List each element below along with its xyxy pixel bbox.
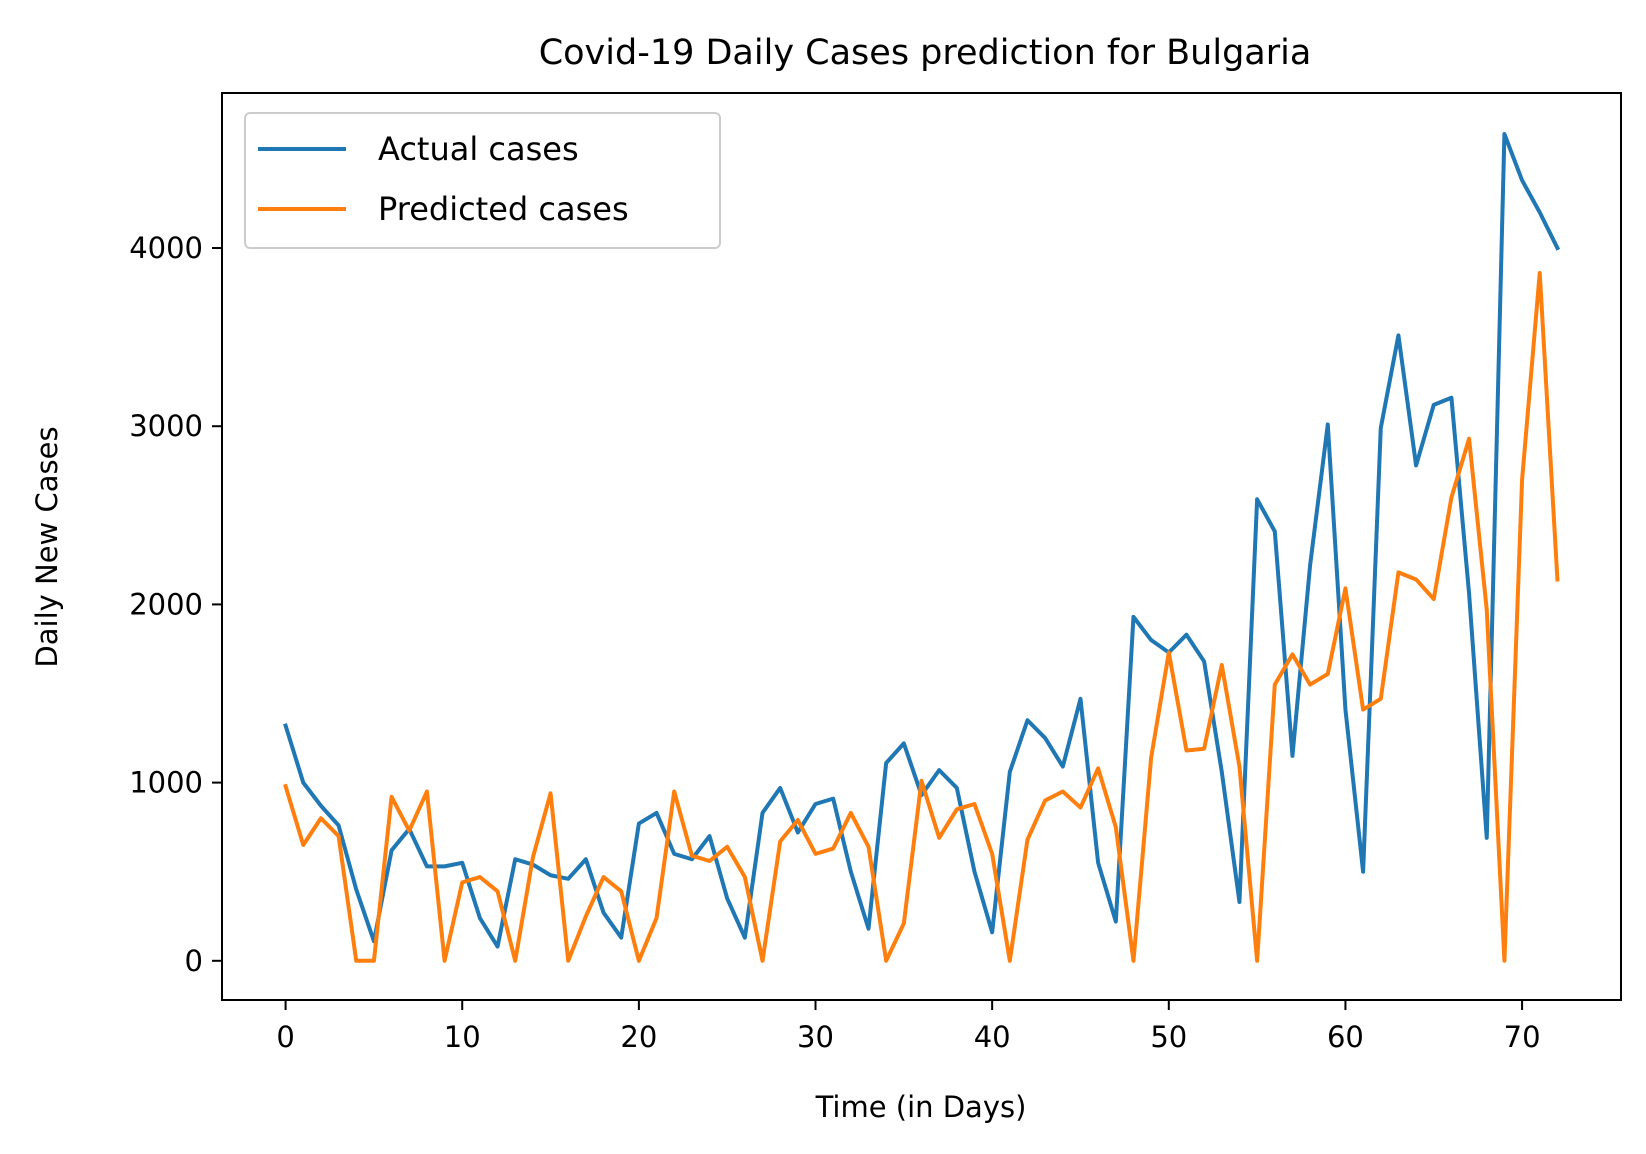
legend: Actual cases Predicted cases — [244, 112, 721, 249]
y-tick-label: 1000 — [129, 766, 203, 800]
x-tick-label: 10 — [444, 1020, 481, 1054]
legend-label-predicted-cases: Predicted cases — [378, 190, 629, 228]
x-tick-label: 60 — [1327, 1020, 1364, 1054]
x-tick-label: 50 — [1150, 1020, 1187, 1054]
y-tick-label: 0 — [185, 944, 203, 978]
y-axis: 0 1000 2000 3000 4000 — [129, 231, 222, 978]
series-layer — [283, 131, 1561, 963]
y-tick-label: 4000 — [129, 231, 203, 265]
x-tick-label: 20 — [620, 1020, 657, 1054]
legend-label-actual-cases: Actual cases — [378, 130, 579, 168]
x-tick-label: 0 — [276, 1020, 294, 1054]
x-axis: 0 10 20 30 40 50 60 70 — [276, 1000, 1541, 1054]
legend-box — [244, 112, 721, 249]
plot-frame — [221, 92, 1622, 1001]
x-tick-label: 70 — [1504, 1020, 1541, 1054]
x-tick-label: 30 — [797, 1020, 834, 1054]
y-tick-label: 2000 — [129, 587, 203, 621]
x-tick-label: 40 — [974, 1020, 1011, 1054]
y-axis-title: Daily New Cases — [30, 426, 64, 667]
chart-title: Covid-19 Daily Cases prediction for Bulg… — [539, 33, 1312, 73]
x-axis-title: Time (in Days) — [815, 1090, 1027, 1124]
y-tick-label: 3000 — [129, 409, 203, 443]
series-line-predicted-cases — [283, 270, 1560, 963]
